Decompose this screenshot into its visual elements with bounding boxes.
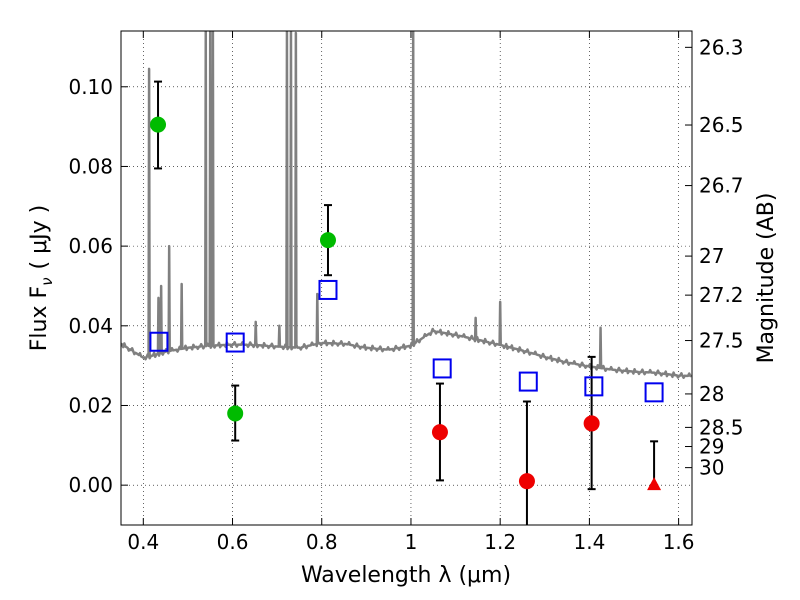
y-axis-ticks: 0.00 0.02 0.04 0.06 0.08 0.10 bbox=[68, 75, 128, 497]
x-axis-ticks: 0.4 0.6 0.8 1 1.2 1.4 1.6 bbox=[127, 31, 695, 554]
x-tick-label: 0.6 bbox=[217, 530, 249, 554]
data-point-circle bbox=[150, 116, 167, 133]
y-tick-label: 0.04 bbox=[68, 314, 113, 338]
x-tick-label: 1.4 bbox=[573, 530, 605, 554]
y-axis-label: Flux Fν ( μJy ) bbox=[27, 205, 56, 351]
x-tick-label: 0.4 bbox=[127, 530, 159, 554]
data-point-circle bbox=[319, 232, 336, 249]
data-point-circle bbox=[431, 424, 448, 441]
data-point-circle bbox=[518, 473, 535, 490]
right-tick-label: 26.3 bbox=[699, 35, 744, 59]
right-tick-label: 26.7 bbox=[699, 174, 744, 198]
data-point-circle bbox=[583, 415, 600, 432]
x-tick-label: 1.6 bbox=[663, 530, 695, 554]
model-photometry-square bbox=[149, 331, 169, 352]
model-photometry-square bbox=[225, 332, 245, 353]
right-tick-label: 27.5 bbox=[699, 329, 744, 353]
x-tick-label: 1 bbox=[405, 530, 418, 554]
model-photometry-square bbox=[644, 382, 664, 403]
right-axis-label: Magnitude (AB) bbox=[754, 193, 779, 364]
y-axis-label-subscript: ν bbox=[38, 277, 56, 285]
right-tick-label: 30 bbox=[699, 456, 724, 480]
model-photometry-square bbox=[318, 279, 338, 300]
data-markers-group bbox=[149, 80, 664, 525]
right-tick-label: 29 bbox=[699, 435, 724, 459]
upper-limit-triangle bbox=[647, 477, 662, 491]
plot-frame bbox=[120, 30, 693, 526]
x-tick-label: 1.2 bbox=[484, 530, 516, 554]
x-tick-label: 0.8 bbox=[306, 530, 338, 554]
y-tick-label: 0.10 bbox=[68, 75, 113, 99]
data-point-circle bbox=[227, 405, 244, 422]
model-photometry-square bbox=[584, 376, 604, 397]
y-axis-label-unit: ( μJy ) bbox=[27, 205, 52, 270]
right-tick-label: 28 bbox=[699, 382, 724, 406]
y-axis-label-main: Flux F bbox=[27, 286, 52, 351]
model-photometry-square bbox=[518, 371, 538, 392]
right-tick-label: 28.5 bbox=[699, 415, 744, 439]
right-tick-label: 26.5 bbox=[699, 113, 744, 137]
y-tick-label: 0.06 bbox=[68, 234, 113, 258]
y-tick-label: 0.08 bbox=[68, 154, 113, 178]
svg-text:Flux Fν( μJy ): Flux Fν ( μJy ) bbox=[27, 205, 56, 351]
x-axis-label: Wavelength λ (μm) bbox=[301, 563, 511, 588]
y-tick-label: 0.02 bbox=[68, 393, 113, 417]
model-photometry-square bbox=[432, 358, 452, 379]
right-tick-label: 27.2 bbox=[699, 283, 744, 307]
y-tick-label: 0.00 bbox=[68, 473, 113, 497]
right-tick-label: 27 bbox=[699, 244, 724, 268]
